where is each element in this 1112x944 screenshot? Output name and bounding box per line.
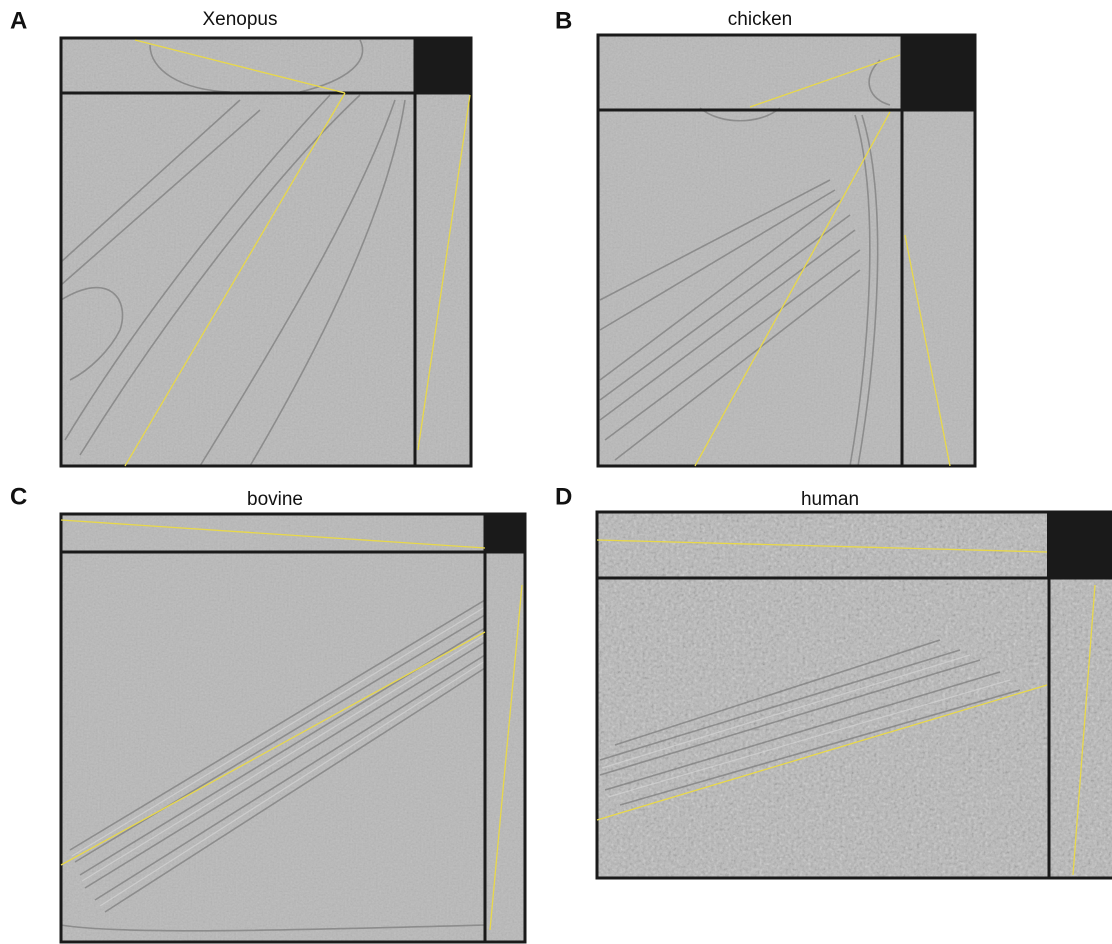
panel-title: bovine [247,489,303,510]
panel-b: B chicken [555,7,975,466]
panel-d: D human [555,483,1112,878]
panel-label: D [555,483,572,510]
panel-label: C [10,483,27,510]
corner [415,38,471,93]
panel-title: human [801,489,859,510]
corner [902,35,975,110]
panel-label: B [555,7,572,34]
panel-title: chicken [728,9,792,30]
corner [485,514,525,552]
corner [1047,512,1112,578]
texture [597,512,1112,878]
panel-a: A Xenopus [10,7,471,466]
panel-title: Xenopus [202,9,277,30]
texture [61,38,471,466]
panel-label: A [10,7,27,34]
figure: A Xenopus B chicken C bovine [0,0,1112,944]
panel-c: C bovine [10,483,525,942]
